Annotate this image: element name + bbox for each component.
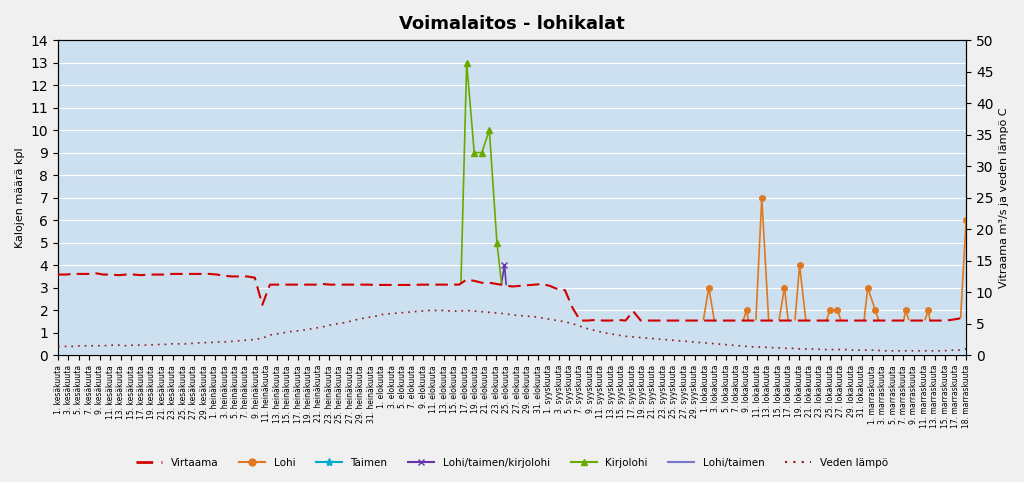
Taimen	[52, 330, 65, 335]
Lohi/taimen/kirjolohi	[673, 352, 685, 358]
Kirjolohi	[271, 330, 284, 335]
Lohi	[620, 330, 632, 335]
Lohi	[907, 330, 920, 335]
Lohi/taimen	[665, 352, 677, 358]
Lohi/taimen	[899, 352, 911, 358]
Kirjolohi	[635, 330, 647, 335]
Lohi/taimen/kirjolohi	[264, 352, 276, 358]
Lohi/taimen/kirjolohi	[907, 352, 920, 358]
Y-axis label: Kalojen määrä kpl: Kalojen määrä kpl	[15, 147, 25, 248]
Lohi/taimen/kirjolohi	[438, 352, 451, 358]
Line: Kirjolohi: Kirjolohi	[54, 59, 970, 359]
Lohi/taimen/kirjolohi	[627, 352, 639, 358]
Y-axis label: Vitraama m³/s ja veden lämpö C: Vitraama m³/s ja veden lämpö C	[999, 107, 1009, 288]
Taimen	[445, 352, 458, 358]
Lohi/taimen	[959, 352, 972, 358]
Lohi/taimen/kirjolohi	[499, 262, 511, 268]
Kirjolohi	[959, 330, 972, 335]
Taimen	[627, 330, 639, 335]
Lohi	[264, 352, 276, 358]
Kirjolohi	[52, 330, 65, 335]
Lohi	[438, 352, 451, 358]
Kirjolohi	[461, 60, 473, 66]
Lohi/taimen/kirjolohi	[52, 352, 65, 358]
Kirjolohi	[445, 330, 458, 335]
Taimen	[271, 352, 284, 358]
Kirjolohi	[59, 352, 72, 358]
Lohi/taimen/kirjolohi	[959, 352, 972, 358]
Title: Voimalaitos - lohikalat: Voimalaitos - lohikalat	[399, 15, 625, 33]
Lohi	[665, 330, 677, 335]
Line: Taimen: Taimen	[54, 329, 970, 359]
Lohi/taimen	[264, 352, 276, 358]
Kirjolohi	[151, 352, 163, 358]
Taimen	[151, 352, 163, 358]
Taimen	[907, 352, 920, 358]
Kirjolohi	[680, 352, 692, 358]
Lohi/taimen	[620, 352, 632, 358]
Line: Lohi/taimen/kirjolohi: Lohi/taimen/kirjolohi	[54, 262, 970, 359]
Lohi/taimen	[142, 352, 155, 358]
Lohi	[959, 217, 972, 223]
Lohi/taimen/kirjolohi	[142, 352, 155, 358]
Taimen	[959, 330, 972, 335]
Kirjolohi	[914, 330, 927, 335]
Taimen	[59, 352, 72, 358]
Lohi	[142, 352, 155, 358]
Lohi/taimen	[438, 352, 451, 358]
Lohi/taimen	[52, 352, 65, 358]
Lohi	[52, 352, 65, 358]
Taimen	[673, 352, 685, 358]
Lohi	[756, 195, 768, 201]
Legend: Virtaama, Lohi, Taimen, Lohi/taimen/kirjolohi, Kirjolohi, Lohi/taimen, Veden läm: Virtaama, Lohi, Taimen, Lohi/taimen/kirj…	[132, 454, 892, 472]
Line: Lohi: Lohi	[55, 195, 969, 358]
